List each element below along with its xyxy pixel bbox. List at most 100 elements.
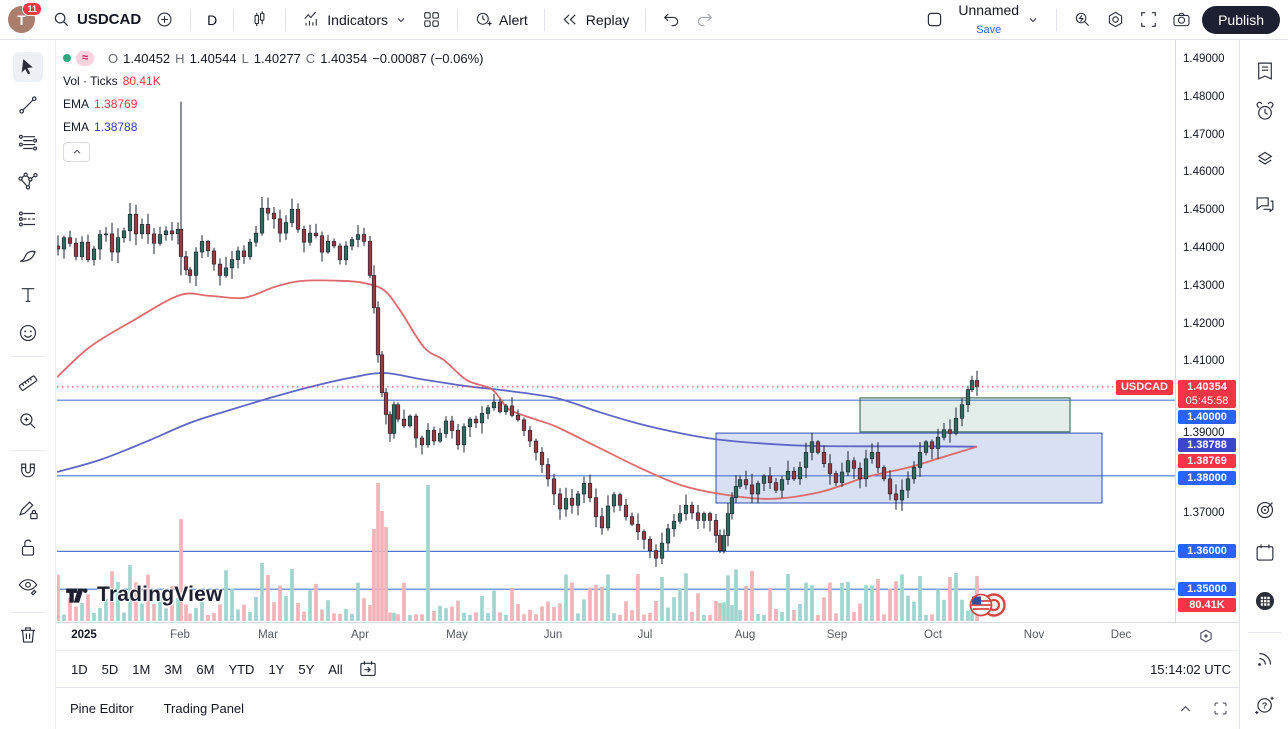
sidebar-economic-calendar-button[interactable] (1250, 538, 1280, 568)
range-1d-button[interactable]: 1D (71, 661, 88, 677)
lock-all-tool[interactable] (13, 533, 43, 563)
close-label: C (305, 50, 316, 66)
measure-tool[interactable] (13, 368, 43, 398)
trend-line-tool[interactable] (13, 90, 43, 120)
range-5y-button[interactable]: 5Y (298, 661, 315, 677)
snapshot-button[interactable] (1165, 6, 1198, 33)
candlestick-icon (250, 10, 269, 29)
low-value: 1.40277 (253, 50, 301, 66)
alert-button[interactable]: Alert (467, 6, 535, 33)
layout-dropdown-button[interactable] (1026, 9, 1047, 31)
range-1y-button[interactable]: 1Y (268, 661, 285, 677)
chart-style-button[interactable] (243, 6, 276, 33)
sidebar-watchlist-button[interactable] (1250, 56, 1280, 86)
time-axis-label: Feb (170, 629, 190, 641)
chat-icon (1256, 197, 1274, 213)
open-value: 1.40452 (123, 50, 171, 66)
hide-drawings-tool[interactable] (13, 571, 43, 601)
indicators-label: Indicators (327, 11, 388, 28)
symbol-search-button[interactable]: USDCAD (45, 6, 148, 33)
calendar-icon (1256, 544, 1274, 561)
high-value: 1.40544 (189, 50, 237, 66)
range-6m-button[interactable]: 6M (196, 661, 215, 677)
delayed-data-badge[interactable]: ≈ (76, 50, 95, 66)
save-link[interactable]: Save (976, 24, 1002, 37)
chevron-down-icon (1026, 13, 1040, 27)
axis-settings-icon[interactable] (1197, 627, 1215, 645)
toolbar-separator (543, 8, 545, 31)
sidebar-more-apps-button[interactable] (1250, 586, 1280, 616)
tradingview-logo-icon (66, 588, 88, 603)
layout-name-button[interactable]: Unnamed Save (951, 0, 1026, 40)
indicators-button[interactable]: Indicators (295, 6, 415, 33)
ema-fast-line (57, 279, 978, 500)
sidebar-alerts-button[interactable] (1250, 97, 1280, 127)
sidebar-screener-button[interactable] (1250, 495, 1280, 525)
range-ytd-button[interactable]: YTD (228, 661, 255, 677)
emoji-tool[interactable] (13, 318, 43, 348)
sidebar-feed-button[interactable] (1250, 644, 1280, 674)
alert-clock-icon (474, 10, 493, 29)
time-axis[interactable]: 2025 Feb Mar Apr May Jun Jul Aug Sep Oct Nov Dec (56, 622, 1239, 650)
drawing-lock-tool[interactable] (13, 495, 43, 525)
undo-button[interactable] (655, 6, 688, 33)
supply-zone-green (859, 397, 1071, 433)
magnet-tool[interactable] (13, 457, 43, 487)
chart-area[interactable]: ≈ O 1.40452 H 1.40544 L 1.40277 C 1.40354 −0… (57, 40, 1175, 622)
axis-border (1175, 40, 1176, 650)
time-axis-label: Oct (924, 629, 942, 641)
sidebar-chat-button[interactable] (1250, 190, 1280, 220)
alarm-icon (1256, 101, 1274, 120)
emoji-icon (19, 324, 37, 342)
quick-search-button[interactable] (1066, 6, 1099, 33)
remove-drawings-tool[interactable] (13, 620, 43, 650)
fullscreen-button[interactable] (1132, 6, 1165, 33)
indicator-templates-button[interactable] (415, 6, 448, 33)
range-all-button[interactable]: All (328, 661, 343, 677)
price-axis[interactable]: 1.40354 05:45:58 1.49000 1.48000 1.47000 1.… (1176, 40, 1239, 622)
forecast-tool[interactable] (13, 204, 43, 234)
compare-add-symbol-button[interactable] (148, 6, 181, 33)
time-axis-label: 2025 (71, 629, 97, 641)
replay-button[interactable]: Replay (554, 6, 637, 33)
price-level-label: 1.36000 (1178, 544, 1236, 558)
svg-text:?: ? (1262, 701, 1267, 711)
clock-timestamp[interactable]: 15:14:02 UTC (1150, 661, 1231, 677)
price-tick: 1.47000 (1183, 128, 1225, 141)
panel-expand-chevron-icon[interactable] (1177, 700, 1194, 717)
radar-icon (1256, 501, 1274, 519)
low-label: L (241, 50, 249, 66)
redo-button[interactable] (688, 6, 721, 33)
price-tick: 1.48000 (1183, 90, 1225, 103)
fib-retracement-tool[interactable] (13, 128, 43, 158)
high-label: H (175, 50, 185, 66)
interval-button[interactable]: D (200, 8, 224, 32)
range-3m-button[interactable]: 3M (164, 661, 183, 677)
sidebar-object-tree-button[interactable] (1250, 143, 1280, 173)
multichart-checkbox[interactable] (918, 6, 951, 33)
text-tool[interactable] (13, 280, 43, 310)
cursor-tool[interactable] (13, 52, 43, 82)
tradingview-watermark: TradingView (64, 582, 223, 608)
zoom-in-tool[interactable] (13, 406, 43, 436)
user-avatar[interactable]: T 11 (8, 2, 42, 33)
toolbar-divider (10, 450, 46, 451)
xabcd-pattern-tool[interactable] (13, 166, 43, 196)
legend-collapse-button[interactable] (63, 142, 90, 162)
watchlist-icon (1258, 62, 1272, 80)
tab-trading-panel[interactable]: Trading Panel (163, 701, 245, 716)
symbol-name: USDCAD (77, 11, 142, 28)
volume-series (57, 483, 979, 621)
settings-button[interactable] (1099, 6, 1132, 33)
panel-maximize-icon[interactable] (1212, 700, 1229, 717)
toolbar-separator (233, 8, 235, 31)
range-5d-button[interactable]: 5D (101, 661, 119, 677)
sidebar-help-button[interactable]: ? (1250, 690, 1280, 720)
checkbox-icon (925, 10, 944, 29)
range-toolbar: 15:14:02 UTC 1D 5D 1M 3M 6M YTD 1Y 5Y All (56, 650, 1239, 688)
publish-button[interactable]: Publish (1202, 5, 1280, 34)
brush-tool[interactable] (13, 242, 43, 272)
goto-date-button[interactable] (358, 659, 378, 679)
range-1m-button[interactable]: 1M (132, 661, 151, 677)
tab-pine-editor[interactable]: Pine Editor (70, 701, 134, 716)
